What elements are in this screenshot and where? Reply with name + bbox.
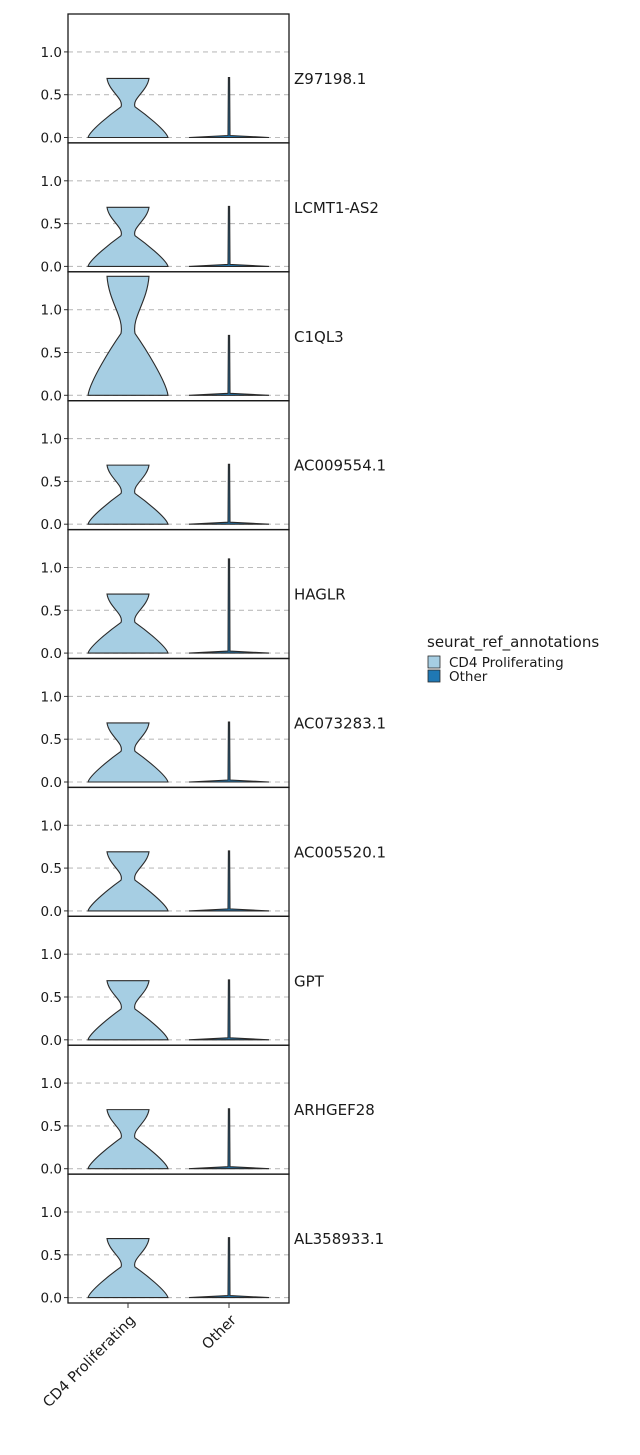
gene-label: AC073283.1 [294,715,386,733]
violin-other [188,1237,270,1299]
y-tick-label: 0.0 [41,517,62,533]
gene-label: LCMT1-AS2 [294,199,379,217]
y-tick-label: 1.0 [41,174,62,190]
gene-label: ARHGEF28 [294,1101,375,1119]
y-tick-label: 1.0 [41,561,62,577]
panel-arhgef28: 0.0 0.5 1.0 ARHGEF28 [41,1044,375,1178]
x-axis: CD4 Proliferating Other [40,1303,240,1411]
panel-haglr: 0.0 0.5 1.0 HAGLR [41,528,346,662]
gene-label: GPT [294,972,325,990]
y-tick-label: 1.0 [41,45,62,61]
y-tick-label: 1.0 [41,1076,62,1092]
y-tick-label: 0.5 [41,1119,62,1135]
gene-label: C1QL3 [294,328,344,346]
violin-cd4-proliferating [87,851,169,912]
panels-group: 0.00.51.0Z97198.10.00.51.0LCMT1-AS20.00.… [41,13,386,1307]
gene-label: Z97198.1 [294,70,366,88]
y-tick-label: 1.0 [41,689,62,705]
panel-gpt: 0.0 0.5 1.0 GPT [41,915,325,1049]
y-tick-label: 1.0 [41,947,62,963]
violin-cd4-proliferating [87,593,169,654]
y-tick-label: 0.5 [41,346,62,362]
y-tick-label: 1.0 [41,303,62,319]
violin-cd4-proliferating [87,206,169,267]
y-tick-label: 0.0 [41,1033,62,1049]
y-tick-label: 0.5 [41,88,62,104]
legend-swatch-cd4-proliferating [427,655,441,669]
gene-label: AC005520.1 [294,843,386,861]
violin-cd4-proliferating [87,275,169,396]
violin-other [188,77,270,139]
y-tick-label: 0.5 [41,732,62,748]
violin-cd4-proliferating [87,980,169,1041]
y-tick-label: 0.5 [41,990,62,1006]
legend-swatch-other [427,669,441,683]
violin-cd4-proliferating [87,1237,169,1299]
gene-label: AL358933.1 [294,1230,384,1248]
legend-label-cd4-proliferating: CD4 Proliferating [449,655,564,671]
violin-other [188,205,270,267]
y-tick-label: 1.0 [41,432,62,448]
violin-other [188,463,270,525]
panel-border [67,1173,290,1304]
violin-cd4-proliferating [87,722,169,783]
legend-label-other: Other [449,669,488,685]
violin-cd4-proliferating [87,77,169,139]
y-tick-label: 1.0 [41,818,62,834]
y-tick-label: 0.0 [41,259,62,275]
y-tick-label: 0.0 [41,904,62,920]
x-category-label-other: Other [199,1312,239,1352]
y-tick-label: 0.0 [41,388,62,404]
violin-other [188,850,270,912]
panel-ac009554-1: 0.0 0.5 1.0 AC009554.1 [41,400,386,533]
y-tick-label: 0.0 [41,131,62,147]
y-tick-label: 0.5 [41,603,62,619]
panel-ac005520-1: 0.0 0.5 1.0 AC005520.1 [41,786,386,920]
panel-c1ql3: 0.0 0.5 1.0 C1QL3 [41,271,344,404]
violin-other [188,558,270,654]
y-tick-label: 0.5 [41,861,62,877]
gene-label: HAGLR [294,586,346,604]
violin-other [188,334,270,396]
violin-other [188,979,270,1041]
y-tick-label: 0.5 [41,474,62,490]
y-tick-label: 1.0 [41,1205,62,1221]
violin-cd4-proliferating [87,1109,169,1170]
violin-other [188,721,270,783]
panel-al358933-1: 0.0 0.5 1.0 AL358933.1 [41,1173,384,1307]
gene-label: AC009554.1 [294,457,386,475]
y-tick-label: 0.0 [41,1162,62,1178]
legend: seurat_ref_annotations CD4 Proliferating… [427,633,599,685]
violin-cd4-proliferating [87,464,169,525]
y-tick-label: 0.5 [41,1248,62,1264]
panel-lcmt1-as2: 0.0 0.5 1.0 LCMT1-AS2 [41,142,379,275]
y-tick-label: 0.0 [41,1291,62,1307]
panel-ac073283-1: 0.0 0.5 1.0 AC073283.1 [41,657,386,791]
panel-z97198-1: 0.0 0.5 1.0 Z97198.1 [41,13,366,147]
violin-other [188,1108,270,1170]
y-tick-label: 0.0 [41,775,62,791]
y-tick-label: 0.0 [41,646,62,662]
y-tick-label: 0.5 [41,217,62,233]
legend-title: seurat_ref_annotations [427,633,599,652]
x-category-label-cd4-proliferating: CD4 Proliferating [40,1313,138,1411]
